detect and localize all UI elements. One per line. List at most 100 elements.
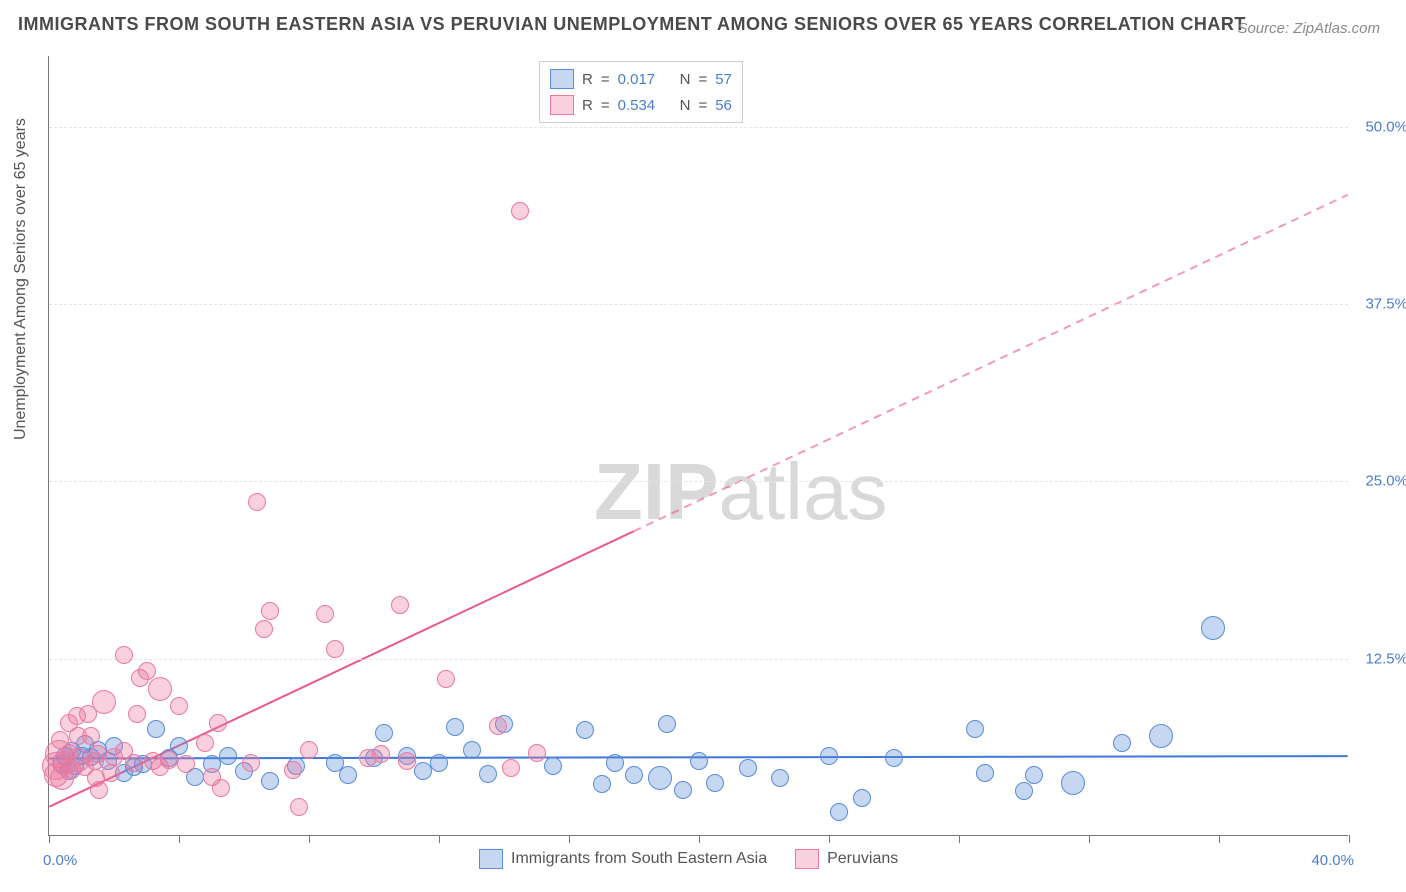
scatter-point: [463, 741, 481, 759]
scatter-point: [976, 764, 994, 782]
scatter-point: [66, 748, 90, 772]
scatter-point: [1025, 766, 1043, 784]
scatter-point: [739, 759, 757, 777]
scatter-point: [90, 781, 108, 799]
scatter-point: [115, 764, 133, 782]
scatter-point: [144, 752, 162, 770]
scatter-point: [87, 769, 105, 787]
chart-title: IMMIGRANTS FROM SOUTH EASTERN ASIA VS PE…: [18, 14, 1246, 35]
scatter-point: [102, 764, 120, 782]
x-tick: [699, 835, 700, 843]
scatter-point: [290, 798, 308, 816]
scatter-point: [502, 759, 520, 777]
scatter-point: [1061, 771, 1085, 795]
legend-r-label: R: [582, 97, 593, 114]
legend-swatch: [795, 849, 819, 869]
scatter-point: [1113, 734, 1131, 752]
scatter-point: [69, 727, 87, 745]
scatter-point: [89, 745, 107, 763]
trend-line-solid: [49, 756, 1347, 758]
scatter-point: [115, 646, 133, 664]
scatter-point: [326, 754, 344, 772]
gridline: [49, 127, 1348, 128]
scatter-point: [242, 754, 260, 772]
scatter-point: [706, 774, 724, 792]
x-tick: [49, 835, 50, 843]
scatter-point: [326, 640, 344, 658]
scatter-point: [300, 741, 318, 759]
x-tick: [179, 835, 180, 843]
scatter-point: [51, 731, 69, 749]
scatter-point: [177, 755, 195, 773]
scatter-point: [76, 735, 94, 753]
scatter-point: [52, 751, 76, 775]
scatter-point: [658, 715, 676, 733]
x-tick: [569, 835, 570, 843]
scatter-point: [79, 705, 97, 723]
scatter-point: [885, 749, 903, 767]
scatter-point: [50, 766, 74, 790]
scatter-point: [261, 772, 279, 790]
scatter-point: [66, 757, 84, 775]
scatter-point: [375, 724, 393, 742]
scatter-point: [528, 744, 546, 762]
scatter-point: [209, 714, 227, 732]
scatter-point: [56, 747, 74, 765]
scatter-point: [966, 720, 984, 738]
scatter-point: [219, 747, 237, 765]
scatter-point: [255, 620, 273, 638]
scatter-point: [170, 697, 188, 715]
scatter-point: [248, 493, 266, 511]
scatter-point: [1015, 782, 1033, 800]
scatter-point: [674, 781, 692, 799]
scatter-point: [60, 714, 78, 732]
scatter-point: [170, 737, 188, 755]
series-name: Peruvians: [827, 850, 898, 868]
scatter-point: [414, 762, 432, 780]
scatter-point: [1149, 724, 1173, 748]
scatter-point: [511, 202, 529, 220]
scatter-point: [359, 749, 377, 767]
gridline: [49, 481, 1348, 482]
scatter-point: [212, 779, 230, 797]
legend-eq: =: [698, 71, 707, 88]
scatter-point: [128, 705, 146, 723]
scatter-point: [53, 755, 71, 773]
scatter-point: [316, 605, 334, 623]
legend-n-value: 57: [715, 71, 732, 88]
scatter-point: [391, 596, 409, 614]
series-name: Immigrants from South Eastern Asia: [511, 850, 767, 868]
scatter-point: [147, 720, 165, 738]
plot-area: ZIPatlas R=0.017N=57R=0.534N=56 Immigran…: [48, 56, 1348, 836]
scatter-point: [60, 744, 78, 762]
x-tick: [309, 835, 310, 843]
scatter-point: [138, 662, 156, 680]
scatter-point: [42, 752, 70, 780]
gridline: [49, 659, 1348, 660]
legend-row: R=0.534N=56: [550, 92, 732, 118]
source-label: Source: ZipAtlas.com: [1237, 20, 1380, 37]
scatter-point: [593, 775, 611, 793]
scatter-point: [1201, 616, 1225, 640]
scatter-point: [339, 766, 357, 784]
scatter-point: [45, 740, 73, 768]
bottom-legend: Immigrants from South Eastern Asia Peruvi…: [479, 849, 898, 869]
legend-n-value: 56: [715, 97, 732, 114]
scatter-point: [203, 768, 221, 786]
scatter-point: [437, 670, 455, 688]
scatter-point: [830, 803, 848, 821]
scatter-point: [82, 748, 100, 766]
x-tick: [1219, 835, 1220, 843]
legend-r-label: R: [582, 71, 593, 88]
scatter-point: [648, 766, 672, 790]
scatter-point: [134, 755, 152, 773]
scatter-point: [63, 742, 81, 760]
legend-r-value: 0.017: [618, 71, 672, 88]
x-tick: [439, 835, 440, 843]
top-legend: R=0.017N=57R=0.534N=56: [539, 61, 743, 123]
x-max-label: 40.0%: [1311, 852, 1354, 869]
scatter-point: [372, 745, 390, 763]
scatter-point: [489, 717, 507, 735]
scatter-point: [820, 747, 838, 765]
legend-swatch: [550, 95, 574, 115]
